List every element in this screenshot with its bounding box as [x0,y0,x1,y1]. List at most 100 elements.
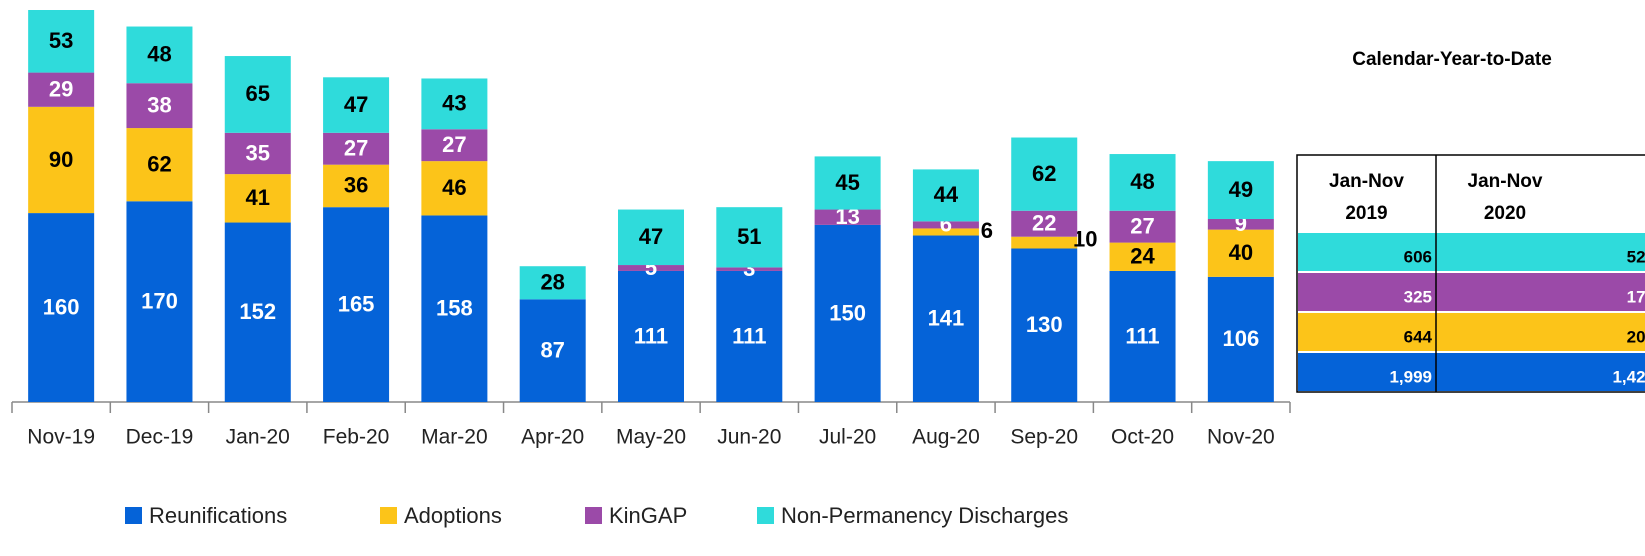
data-label: 90 [49,147,73,172]
bar-segment [716,207,783,268]
bar-segment [519,299,586,402]
table-cell: 529 [1627,247,1645,266]
table-cell: 1,999 [1389,367,1432,386]
data-label: 51 [737,224,761,249]
bar-segment [912,235,979,402]
data-label: 35 [246,140,270,165]
data-label: 141 [928,306,965,331]
data-label: 29 [49,77,73,102]
data-label: 47 [639,224,663,249]
bar-segment [224,56,291,133]
x-tick-label: Feb-20 [323,426,390,449]
legend-swatch [125,507,142,524]
bar-segment [1011,137,1078,211]
data-label: 45 [835,170,859,195]
bar-segment [126,128,193,202]
bar-segment [1207,218,1274,230]
legend-label: Non-Permanency Discharges [781,503,1068,528]
bar-segment [716,267,783,271]
data-label: 28 [540,270,564,295]
data-label: 24 [1130,244,1155,269]
x-tick-label: Nov-20 [1207,426,1275,449]
table-row [1296,311,1645,353]
data-label: 87 [540,337,564,362]
data-label: 47 [344,92,368,117]
bar-segment [28,10,95,73]
data-label: 111 [732,323,766,348]
data-label: 27 [344,136,368,161]
bar-segment [912,228,979,236]
x-tick-label: Oct-20 [1111,426,1174,449]
bar-segment [912,221,979,229]
data-label: 158 [436,296,473,321]
x-tick-label: Aug-20 [912,426,980,449]
x-tick-label: Apr-20 [521,426,584,449]
bar-segment [814,224,881,402]
bar-segment [716,270,783,402]
legend-swatch [757,507,774,524]
data-label: 36 [344,173,368,198]
table-header: 2020 [1484,203,1526,224]
bar-segment [126,26,193,84]
data-label: 130 [1026,312,1063,337]
data-label: 27 [442,132,466,157]
bar-segment [28,106,95,214]
data-label: 48 [147,42,171,67]
data-label: 43 [442,91,466,116]
bar-segment [618,265,684,271]
data-label: 27 [1130,213,1154,238]
data-label: 22 [1032,211,1056,236]
data-label: 170 [141,288,178,313]
data-label: 111 [1125,323,1159,348]
data-label: 53 [49,28,73,53]
bar-segment [421,129,488,162]
data-label: 44 [934,182,959,207]
bar-segment [323,77,390,133]
legend-label: KinGAP [609,503,687,528]
bar-segment [519,266,586,300]
table-header: 2019 [1345,203,1387,224]
table-cell: 606 [1404,247,1432,266]
bar-segment [1207,161,1274,219]
data-label: 152 [239,299,276,324]
table-row [1296,231,1645,273]
bar-segment [224,174,291,223]
table-cell: 174 [1627,287,1645,306]
legend-label: Adoptions [404,503,502,528]
bar-segment [912,169,979,222]
data-label: 62 [1032,161,1056,186]
bar-segment [421,78,488,130]
data-label: 65 [246,81,270,106]
bar-segment [1011,210,1078,237]
legend-swatch [380,507,397,524]
x-tick-label: Dec-19 [126,426,194,449]
data-label: 106 [1222,326,1259,351]
bar-segment [421,161,488,216]
bar-segment [1207,276,1274,402]
table-title: Calendar-Year-to-Date [1352,49,1552,70]
bar-segment [28,72,95,107]
bar-segment [618,270,684,402]
bar-segment [814,209,881,225]
data-label: 41 [246,185,270,210]
bar-segment [1109,270,1176,402]
bar-segment [1011,248,1078,402]
bar-segment [421,215,488,402]
table-header: Jan-Nov [1468,171,1543,192]
bar-segment [618,209,684,266]
bar-segment [323,164,390,208]
bar-segment [1207,229,1274,277]
data-label: 150 [829,300,866,325]
bar-segment [224,132,291,175]
x-tick-label: Jul-20 [819,426,876,449]
data-label: 111 [634,323,668,348]
data-label: 160 [43,294,80,319]
bar-segment [323,132,390,165]
data-label: 165 [338,291,375,316]
table-cell: 644 [1404,327,1433,346]
bar-segment [224,222,291,402]
x-tick-label: May-20 [616,426,686,449]
table-cell: 325 [1404,287,1432,306]
x-tick-label: Jun-20 [717,426,781,449]
